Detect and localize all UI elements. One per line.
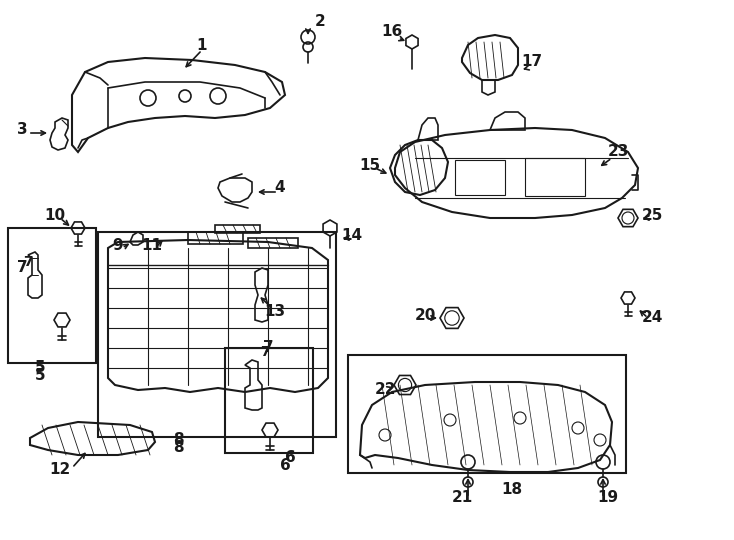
Text: 18: 18 xyxy=(501,483,523,497)
Bar xyxy=(188,232,243,244)
Text: 12: 12 xyxy=(49,462,70,477)
Text: 7: 7 xyxy=(23,255,33,269)
Text: 5: 5 xyxy=(34,361,46,375)
Text: 4: 4 xyxy=(275,180,286,195)
Text: 7: 7 xyxy=(17,260,27,275)
Text: 6: 6 xyxy=(280,458,291,473)
Text: 24: 24 xyxy=(642,310,663,326)
Text: 19: 19 xyxy=(597,490,619,505)
Bar xyxy=(98,232,336,437)
Bar xyxy=(8,228,96,363)
Bar xyxy=(525,158,585,196)
Text: 8: 8 xyxy=(172,433,184,448)
Text: 10: 10 xyxy=(45,207,65,222)
Text: 20: 20 xyxy=(414,307,436,322)
Text: 14: 14 xyxy=(341,227,363,242)
Text: 7: 7 xyxy=(263,341,273,355)
Text: 11: 11 xyxy=(142,238,162,253)
Text: 25: 25 xyxy=(642,207,663,222)
Text: 17: 17 xyxy=(521,55,542,70)
Text: 8: 8 xyxy=(172,440,184,455)
Bar xyxy=(215,225,260,233)
Text: 1: 1 xyxy=(197,37,207,52)
Text: 22: 22 xyxy=(374,382,396,397)
Bar xyxy=(348,355,626,473)
Text: 23: 23 xyxy=(607,145,629,159)
Text: 5: 5 xyxy=(34,368,46,383)
Text: 13: 13 xyxy=(264,305,286,320)
Bar xyxy=(248,238,298,248)
Text: 3: 3 xyxy=(17,123,27,138)
Text: 2: 2 xyxy=(315,15,325,30)
Text: 6: 6 xyxy=(285,450,295,465)
Bar xyxy=(225,348,313,453)
Text: 21: 21 xyxy=(451,490,473,505)
Text: 9: 9 xyxy=(113,238,123,253)
Bar xyxy=(455,160,505,195)
Text: 7: 7 xyxy=(260,345,270,359)
Text: 16: 16 xyxy=(382,24,403,39)
Text: 15: 15 xyxy=(360,158,380,172)
